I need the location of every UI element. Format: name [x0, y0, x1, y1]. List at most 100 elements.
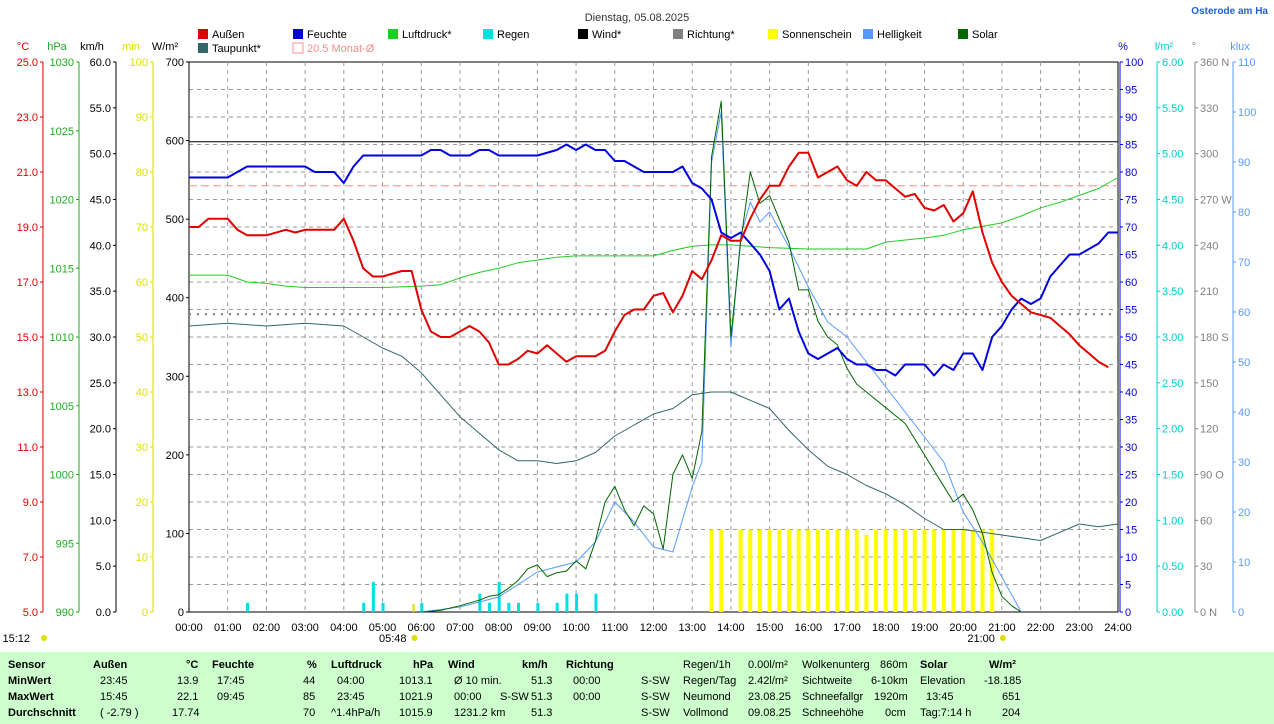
deg-unit-label: ° — [1192, 41, 1196, 53]
regen-bar — [536, 602, 540, 612]
min-tick-label: 30 — [136, 442, 148, 454]
legend-swatch — [388, 29, 398, 39]
solar-max-value: 651 — [1002, 691, 1021, 703]
feuchte-line — [189, 143, 1118, 377]
min-tick-label: 20 — [136, 497, 148, 509]
pct-tick-label: 75 — [1125, 195, 1137, 207]
wind-avg10-value: 51.3 — [531, 675, 553, 687]
lm2-tick-label: 3.00 — [1162, 332, 1183, 344]
chart-title: Dienstag, 05.08.2025 — [585, 12, 690, 24]
x-tick-label: 14:00 — [717, 622, 745, 634]
pct-tick-label: 70 — [1125, 222, 1137, 234]
klux-tick-label: 40 — [1238, 407, 1250, 419]
kmh-tick-label: 25.0 — [90, 378, 111, 390]
aussen-avg-note: ( -2.79 ) — [100, 707, 139, 719]
regen-bar — [246, 602, 250, 612]
sonnenschein-bar — [767, 529, 772, 612]
klux-tick-label: 50 — [1238, 357, 1250, 369]
x-tick-label: 16:00 — [795, 622, 823, 634]
klux-tick-label: 0 — [1238, 607, 1244, 619]
legend-swatch — [768, 29, 778, 39]
legend-swatch — [198, 43, 208, 53]
sonnenschein-bar — [748, 529, 753, 612]
x-tick-label: 10:00 — [562, 622, 590, 634]
wind-unit: km/h — [522, 659, 548, 671]
legend-label: Sonnenschein — [782, 29, 852, 41]
pct-tick-label: 20 — [1125, 497, 1137, 509]
wind-max-dir: S-SW — [500, 691, 529, 703]
helligkeit-line — [421, 111, 1022, 613]
deg-tick-label: 120 — [1200, 424, 1218, 436]
schneefall-label: Schneefallgr — [802, 691, 864, 703]
luftdruck-unit: hPa — [413, 659, 434, 671]
elevation-label: Elevation — [920, 675, 966, 687]
solar-line — [421, 100, 1022, 613]
regen-tag-value: 2.42l/m² — [748, 675, 788, 687]
lm2-unit-label: l/m² — [1155, 41, 1174, 53]
temp-tick-label: 7.0 — [23, 552, 38, 564]
wolken-value: 860m — [880, 659, 908, 671]
richtung-max-value: S-SW — [641, 691, 670, 703]
pct-tick-label: 50 — [1125, 332, 1137, 344]
sonnenschein-bar — [874, 529, 879, 612]
sonnenschein-bar — [806, 529, 811, 612]
site-name[interactable]: Osterode am Ha — [1191, 6, 1268, 17]
hpa-unit-label: hPa — [47, 41, 67, 53]
lm2-tick-label: 4.50 — [1162, 195, 1183, 207]
wm2-tick-label: 0 — [178, 607, 184, 619]
legend-label: Wind* — [592, 29, 622, 41]
kmh-tick-label: 35.0 — [90, 286, 111, 298]
deg-tick-label: 90 O — [1200, 470, 1224, 482]
legend-swatch — [958, 29, 968, 39]
pct-tick-label: 45 — [1125, 360, 1137, 372]
lm2-tick-label: 1.00 — [1162, 515, 1183, 527]
klux-tick-label: 60 — [1238, 307, 1250, 319]
sonnenschein-bar — [796, 529, 801, 612]
klux-tick-label: 20 — [1238, 507, 1250, 519]
aussen-max-value: 22.1 — [177, 691, 199, 703]
pct-tick-label: 0 — [1125, 607, 1131, 619]
lm2-tick-label: 5.00 — [1162, 149, 1183, 161]
x-tick-label: 06:00 — [407, 622, 435, 634]
min-tick-label: 50 — [136, 332, 148, 344]
wm2-tick-label: 200 — [166, 450, 184, 462]
wind-avg10-label: Ø 10 min. — [454, 675, 502, 687]
sonnenschein-bar — [893, 529, 898, 612]
sonnenschein-bar — [951, 529, 956, 612]
deg-tick-label: 240 — [1200, 240, 1218, 252]
kmh-tick-label: 30.0 — [90, 332, 111, 344]
sonnenschein-bar — [980, 529, 985, 612]
feuchte-max-value: 85 — [303, 691, 316, 703]
sonnenschein-bar — [864, 535, 869, 612]
klux-tick-label: 90 — [1238, 157, 1250, 169]
richtung-min-time: 00:00 — [573, 675, 601, 687]
now-label: 15:12 — [2, 633, 30, 645]
sunset-marker — [999, 635, 1006, 641]
wm2-tick-label: 400 — [166, 293, 184, 305]
sunset-label: 21:00 — [967, 633, 995, 645]
min-tick-label: 40 — [136, 387, 148, 399]
vollmond-label: Vollmond — [683, 707, 729, 719]
kmh-tick-label: 0.0 — [96, 607, 111, 619]
lm2-tick-label: 1.50 — [1162, 470, 1183, 482]
x-tick-label: 07:00 — [446, 622, 474, 634]
x-tick-label: 23:00 — [1066, 622, 1094, 634]
row-label-min: MinWert — [8, 675, 52, 687]
regen-bar — [507, 602, 511, 612]
klux-tick-label: 70 — [1238, 257, 1250, 269]
lm2-tick-label: 4.00 — [1162, 240, 1183, 252]
kmh-tick-label: 5.0 — [96, 561, 111, 573]
sonnenschein-bar — [912, 529, 917, 612]
feuchte-unit: % — [307, 659, 317, 671]
elevation-value: -18.185 — [984, 675, 1022, 687]
legend-label: Richtung* — [687, 29, 735, 41]
deg-tick-label: 210 — [1200, 286, 1218, 298]
x-tick-label: 03:00 — [291, 622, 319, 634]
sicht-label: Sichtweite — [802, 675, 853, 687]
klux-tick-label: 80 — [1238, 207, 1250, 219]
solar-header: Solar — [920, 659, 948, 671]
neumond-value: 23.08.25 — [748, 691, 791, 703]
klux-tick-label: 100 — [1238, 107, 1256, 119]
min-tick-label: 60 — [136, 277, 148, 289]
sensor-header: Sensor — [8, 659, 46, 671]
